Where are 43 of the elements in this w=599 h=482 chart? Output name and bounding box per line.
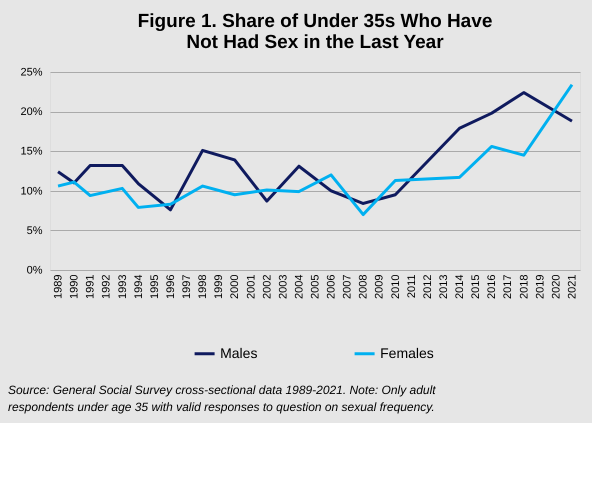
x-tick-label: 1990: [68, 274, 81, 299]
x-tick-label: 2019: [534, 274, 546, 299]
x-tick-label: 2011: [406, 274, 418, 298]
chart-title: Figure 1. Share of Under 35s Who Have Not Had Sex in the Last Year: [138, 11, 492, 53]
y-tick-label: 10%: [20, 185, 43, 198]
x-tick-label: 1993: [116, 274, 129, 299]
y-tick-label: 15%: [20, 146, 43, 158]
x-tick-label: 2015: [470, 274, 482, 299]
x-tick-label: 2005: [310, 274, 322, 299]
source-note: Source: General Social Survey cross-sectional data 1989-2021. Note: Only adult respondents under age 35 with valid responses to question on sexual frequency.: [8, 383, 436, 414]
x-tick-label: 1992: [100, 274, 113, 299]
x-tick-label: 2006: [326, 274, 338, 299]
x-tick-label: 2018: [518, 274, 530, 299]
y-tick-label: 25%: [20, 66, 43, 78]
legend-label: Females: [380, 344, 434, 361]
legend-label: Males: [220, 344, 258, 361]
x-tick-label: 1989: [52, 274, 65, 299]
x-tick-label: 1996: [164, 274, 177, 299]
x-tick-label: 1999: [213, 274, 226, 299]
x-tick-label: 2000: [229, 274, 242, 299]
x-tick-label: 2003: [277, 274, 290, 299]
x-tick-label: 2007: [342, 274, 354, 299]
x-tick-label: 2013: [438, 274, 450, 299]
x-tick-label: 2002: [261, 274, 274, 299]
x-tick-label: 2009: [374, 274, 386, 299]
x-tick-label: 2004: [293, 274, 306, 299]
y-tick-label: 0%: [26, 264, 43, 276]
x-tick-label: 1991: [84, 274, 97, 299]
x-tick-label: 2017: [502, 274, 514, 299]
y-tick-label: 5%: [26, 224, 43, 237]
x-tick-label: 2021: [566, 274, 578, 299]
x-tick-label: 1995: [148, 274, 161, 299]
x-tick-label: 2016: [486, 274, 498, 299]
x-tick-label: 2012: [422, 274, 434, 299]
x-tick-label: 2010: [390, 274, 402, 299]
x-tick-label: 1994: [132, 274, 145, 299]
x-tick-label: 2008: [358, 274, 370, 299]
x-tick-label: 2020: [550, 274, 562, 299]
x-tick-label: 2014: [454, 274, 466, 299]
y-tick-label: 20%: [20, 106, 43, 118]
x-tick-label: 1998: [197, 274, 210, 299]
x-tick-label: 2001: [245, 274, 258, 299]
x-tick-label: 1997: [181, 274, 194, 299]
